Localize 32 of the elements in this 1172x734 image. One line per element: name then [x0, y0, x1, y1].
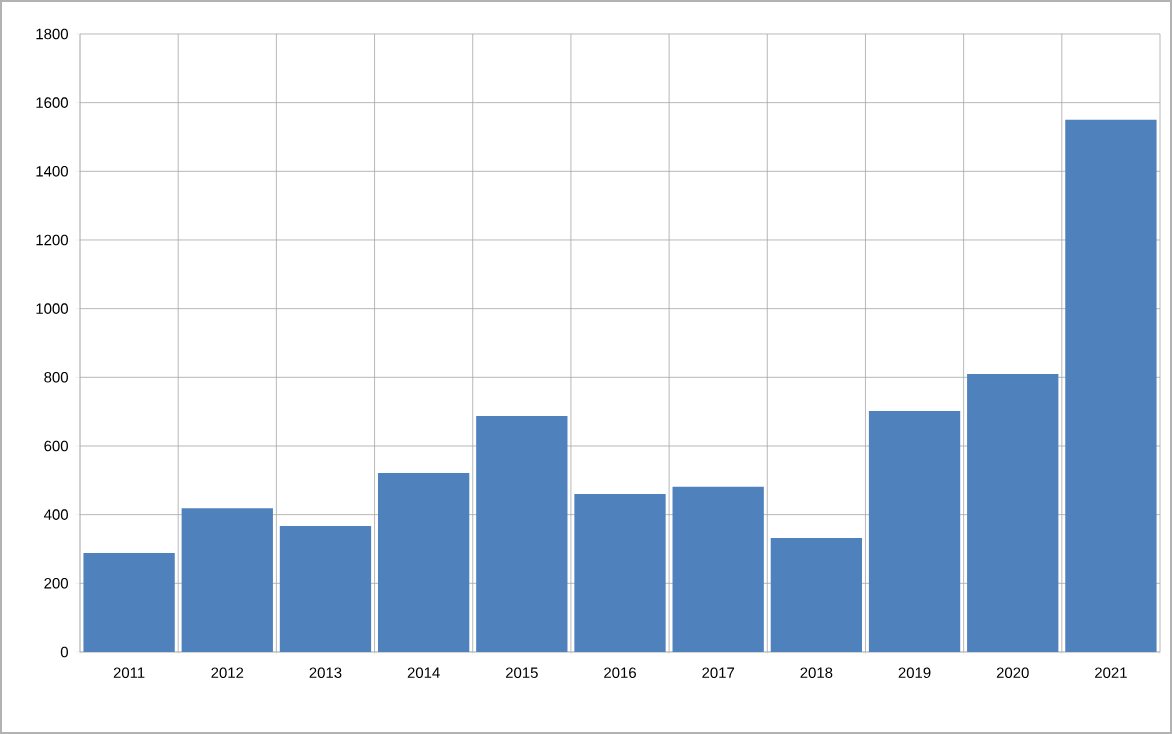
- bar: [377, 473, 470, 652]
- bar: [967, 373, 1059, 652]
- bar: [770, 538, 863, 652]
- x-tick-label: 2012: [211, 667, 244, 678]
- bar: [181, 508, 273, 652]
- x-tick-label: 2014: [407, 667, 440, 678]
- x-tick-label: 2013: [309, 667, 342, 678]
- x-tick-label: 2020: [996, 667, 1029, 678]
- x-tick-label: 2018: [800, 667, 833, 678]
- y-tick-label: 200: [44, 578, 68, 589]
- x-tick-label: 2021: [1095, 667, 1127, 678]
- bar: [279, 525, 372, 652]
- x-tick-label: 2019: [898, 667, 931, 678]
- y-tick-label: 800: [44, 372, 68, 383]
- y-tick-label: 1200: [36, 234, 68, 246]
- x-tick-label: 2016: [604, 667, 636, 678]
- bar: [83, 553, 175, 652]
- x-tick-label: 2015: [505, 667, 538, 678]
- bar: [672, 486, 764, 652]
- bar: [1065, 119, 1157, 652]
- y-tick-label: 1400: [36, 166, 68, 177]
- y-tick-label: 1000: [36, 303, 68, 314]
- bar: [574, 494, 666, 652]
- y-tick-label: 0: [60, 646, 68, 658]
- y-tick-label: 400: [43, 509, 68, 520]
- x-tick-label: 2011: [113, 667, 145, 678]
- bar: [476, 416, 568, 652]
- x-tick-label: 2017: [702, 667, 735, 678]
- y-tick-label: 600: [44, 440, 68, 452]
- bar: [868, 410, 961, 652]
- y-tick-label: 1800: [36, 28, 68, 40]
- y-tick-label: 1600: [36, 97, 68, 108]
